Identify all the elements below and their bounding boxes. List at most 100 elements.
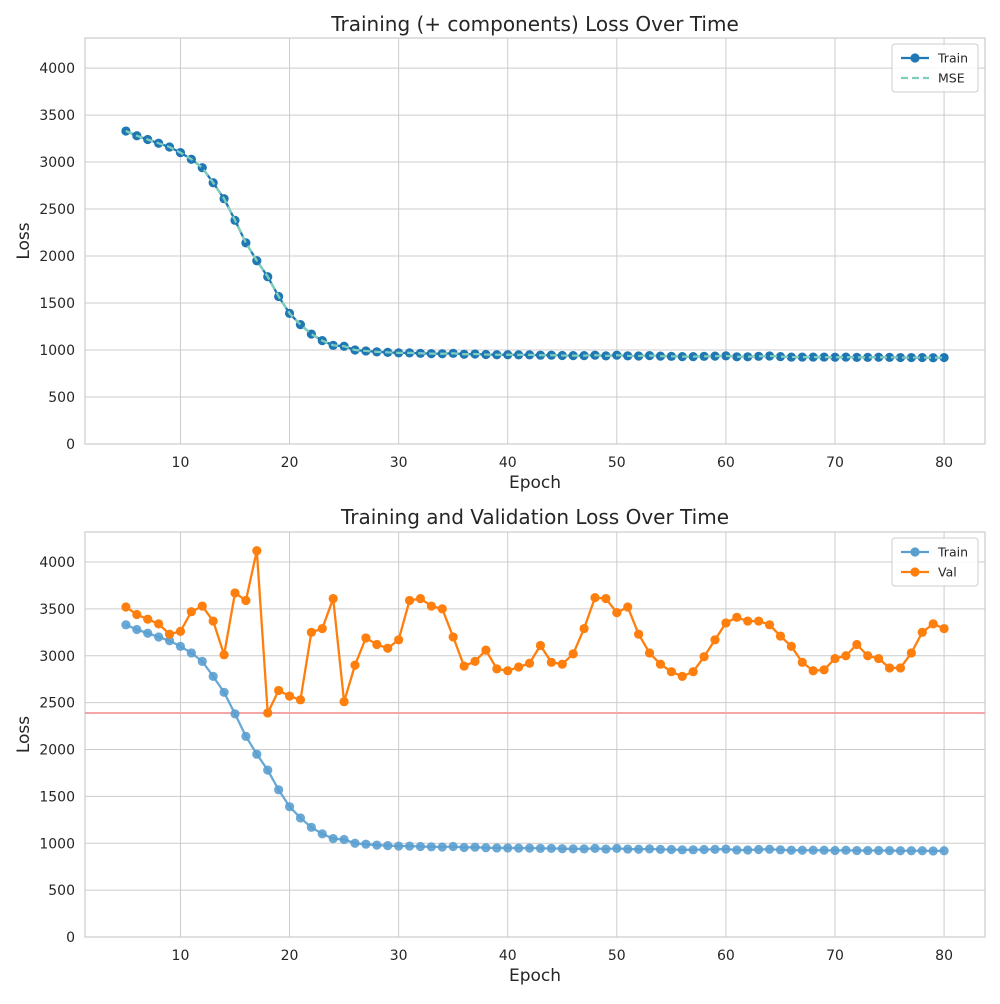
data-point xyxy=(623,844,633,854)
data-point xyxy=(601,844,611,854)
plot-frame xyxy=(84,37,986,445)
data-point xyxy=(710,635,720,645)
data-point xyxy=(383,643,393,653)
data-point xyxy=(415,593,426,604)
data-point xyxy=(601,593,611,604)
y-tick-label: 3500 xyxy=(39,602,75,618)
data-point xyxy=(317,623,327,634)
data-point xyxy=(470,842,480,852)
data-point xyxy=(394,841,404,851)
data-point xyxy=(906,352,916,363)
x-tick-label: 60 xyxy=(717,948,735,964)
data-point xyxy=(852,845,862,856)
data-point xyxy=(743,845,753,855)
data-point xyxy=(644,844,655,854)
data-point xyxy=(928,846,938,856)
data-point xyxy=(874,845,884,856)
data-point xyxy=(775,845,786,855)
legend-marker xyxy=(910,567,920,577)
data-point xyxy=(830,352,840,362)
data-point xyxy=(230,709,240,719)
y-tick-label: 3000 xyxy=(39,649,75,665)
data-point xyxy=(164,636,175,646)
x-tick-label: 50 xyxy=(608,948,626,964)
data-point xyxy=(481,843,491,853)
legend-label: Train xyxy=(937,51,968,66)
y-tick-label: 0 xyxy=(66,930,75,946)
data-point xyxy=(143,614,153,624)
data-point xyxy=(710,844,720,854)
data-point xyxy=(863,651,873,661)
data-point xyxy=(404,841,415,851)
y-tick-label: 2000 xyxy=(39,249,75,265)
data-point xyxy=(688,845,698,855)
y-tick-label: 500 xyxy=(48,390,75,406)
data-point xyxy=(274,685,284,696)
data-point xyxy=(175,626,186,636)
y-tick-label: 1000 xyxy=(39,343,75,359)
data-point xyxy=(164,629,175,639)
data-point xyxy=(743,616,753,626)
data-point xyxy=(252,546,262,556)
x-tick-label: 30 xyxy=(390,948,408,964)
data-point xyxy=(132,624,142,635)
data-point xyxy=(437,604,447,614)
data-point xyxy=(590,593,600,603)
chart-title: Training (+ components) Loss Over Time xyxy=(330,12,739,36)
chart-panel-2: 10 20 30 40 50 60 70 80 0 500 1000 1500 2000 2500 3000… xyxy=(14,505,986,986)
data-point xyxy=(797,845,807,855)
series-train xyxy=(121,620,949,856)
data-point xyxy=(208,671,218,681)
data-point xyxy=(241,595,251,606)
data-point xyxy=(917,352,927,363)
y-tick-label: 0 xyxy=(66,437,75,453)
data-point xyxy=(481,645,491,655)
data-point xyxy=(884,845,895,856)
data-point xyxy=(361,633,371,643)
data-point xyxy=(874,653,884,664)
data-point xyxy=(492,664,502,674)
data-point xyxy=(590,843,600,854)
data-point xyxy=(764,351,775,361)
data-point xyxy=(186,607,196,617)
data-point xyxy=(514,662,524,672)
data-point xyxy=(339,834,349,845)
data-point xyxy=(579,623,589,634)
data-point xyxy=(437,842,447,852)
data-point xyxy=(328,593,338,604)
data-point xyxy=(470,656,480,666)
plot-frame xyxy=(84,531,986,938)
y-tick-label: 2000 xyxy=(39,743,75,759)
data-point xyxy=(732,845,742,855)
data-point xyxy=(263,765,273,775)
data-point xyxy=(197,601,207,611)
data-point xyxy=(415,841,426,852)
data-point xyxy=(852,639,862,650)
data-point xyxy=(895,663,906,673)
data-point xyxy=(906,648,916,658)
y-tick-label: 4000 xyxy=(39,555,75,571)
x-tick-label: 60 xyxy=(717,455,735,471)
data-point xyxy=(197,656,207,666)
data-point xyxy=(754,351,764,361)
data-point xyxy=(721,351,731,361)
data-point xyxy=(808,666,818,676)
data-point xyxy=(317,829,327,839)
data-point xyxy=(939,846,949,856)
data-point xyxy=(372,639,382,650)
series-line-val xyxy=(125,550,945,718)
y-tick-label: 4000 xyxy=(39,61,75,77)
x-tick-label: 80 xyxy=(935,948,953,964)
data-point xyxy=(557,659,567,669)
data-point xyxy=(754,844,764,855)
data-point xyxy=(786,845,796,855)
data-point xyxy=(863,845,873,856)
data-point xyxy=(208,616,218,626)
data-point xyxy=(928,353,938,363)
data-point xyxy=(764,620,775,630)
data-point xyxy=(524,658,535,668)
data-point xyxy=(895,846,906,856)
series-line-train xyxy=(125,623,945,853)
